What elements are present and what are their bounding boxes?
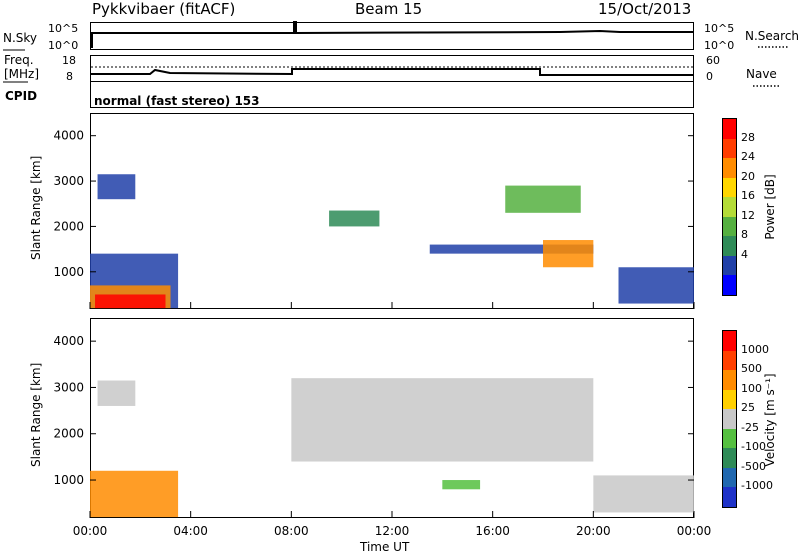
velocity-colorbar-tick-1: 500 [741, 362, 762, 376]
freq-label: Freq. [4, 53, 34, 67]
velocity-xtick-label-2: 08:00 [274, 524, 309, 538]
nsky-tick-high: 10^5 [48, 22, 79, 35]
nsearch-label: N.Search [745, 29, 800, 43]
velocity-xtick-label-5: 20:00 [576, 524, 611, 538]
freq-tick-high: 18 [62, 54, 76, 67]
power-colorbar-cell-4 [723, 197, 736, 217]
velocity-band-1 [97, 380, 136, 406]
velocity-colorbar-cell-5 [723, 389, 736, 410]
velocity-xtick-label-4: 16:00 [475, 524, 510, 538]
freq-tick-low: 8 [66, 70, 73, 83]
cpid-value: normal (fast stereo) 153 [94, 94, 260, 108]
power-colorbar-tick-5: 8 [741, 228, 748, 242]
velocity-band-2 [291, 378, 594, 462]
nsearch-tick-high: 10^5 [704, 22, 735, 35]
power-colorbar-cell-8 [723, 119, 736, 139]
nsky-label: N.Sky [3, 31, 38, 45]
velocity-colorbar-tick-2: 100 [741, 381, 762, 395]
power-band-6 [505, 185, 581, 213]
date-label: 15/Oct/2013 [598, 0, 692, 18]
power-ytick-label-2: 3000 [53, 174, 84, 188]
cpid-label: CPID [5, 89, 38, 103]
nsky-tick-low: 10^0 [48, 39, 79, 52]
freq-unit-label: [MHz] [4, 67, 40, 81]
velocity-colorbar [722, 330, 737, 508]
velocity-ylabel: Slant Range [km] [29, 362, 43, 467]
power-band-2 [95, 294, 166, 309]
velocity-colorbar-cell-7 [723, 350, 736, 371]
power-colorbar-cell-7 [723, 138, 736, 159]
velocity-xtick-label-6: 00:00 [677, 524, 712, 538]
cpid-panel [90, 82, 694, 108]
power-band-8 [618, 267, 694, 304]
power-colorbar-tick-2: 20 [741, 169, 755, 183]
velocity-ytick-label-0: 1000 [53, 473, 84, 487]
power-colorbar-cell-0 [723, 275, 736, 295]
power-colorbar-cell-3 [723, 216, 736, 237]
velocity-ytick-label-3: 4000 [53, 334, 84, 348]
power-colorbar-tick-0: 28 [741, 130, 755, 144]
velocity-band-3 [442, 480, 481, 490]
velocity-ytick-label-2: 3000 [53, 380, 84, 394]
velocity-colorbar-tick-3: 25 [741, 401, 755, 415]
power-band-5 [429, 244, 594, 254]
velocity-colorbar-cell-6 [723, 370, 736, 390]
plot-title: Pykkvibaer (fitACF) [92, 0, 236, 18]
velocity-colorbar-cell-8 [723, 331, 736, 351]
power-colorbar [722, 118, 737, 296]
power-ytick-label-1: 2000 [53, 219, 84, 233]
power-ytick-label-3: 4000 [53, 129, 84, 143]
nave-tick-low: 0 [706, 70, 713, 83]
beam-label: Beam 15 [355, 0, 423, 18]
power-colorbar-tick-6: 4 [741, 247, 748, 261]
power-colorbar-cell-6 [723, 158, 736, 178]
power-band-4 [329, 210, 380, 227]
power-colorbar-tick-4: 12 [741, 208, 755, 222]
velocity-ytick-label-1: 2000 [53, 427, 84, 441]
velocity-xtick-label-0: 00:00 [73, 524, 108, 538]
velocity-colorbar-cell-2 [723, 448, 736, 468]
power-band-7 [543, 240, 594, 268]
power-ytick-label-0: 1000 [53, 265, 84, 279]
velocity-colorbar-cell-1 [723, 467, 736, 488]
power-colorbar-cell-5 [723, 177, 736, 198]
velocity-colorbar-tick-0: 1000 [741, 342, 769, 356]
power-colorbar-cell-2 [723, 236, 736, 256]
velocity-colorbar-cell-0 [723, 487, 736, 507]
velocity-colorbar-tick-5: -100 [741, 440, 766, 454]
velocity-colorbar-tick-6: -500 [741, 459, 766, 473]
freq-panel [90, 55, 694, 82]
velocity-colorbar-tick-7: -1000 [741, 479, 773, 493]
velocity-colorbar-tick-4: -25 [741, 420, 759, 434]
power-band-3 [97, 174, 136, 200]
velocity-colorbar-label: Velocity [m s⁻¹] [763, 373, 777, 467]
power-colorbar-tick-3: 16 [741, 189, 755, 203]
nave-tick-high: 60 [706, 54, 720, 67]
power-colorbar-cell-1 [723, 255, 736, 276]
nave-label: Nave [746, 67, 777, 81]
velocity-xtick-label-3: 12:00 [375, 524, 410, 538]
velocity-colorbar-cell-4 [723, 409, 736, 429]
power-colorbar-tick-1: 24 [741, 150, 755, 164]
velocity-band-4 [593, 475, 694, 513]
time-xlabel: Time UT [360, 540, 410, 554]
nsearch-tick-low: 10^0 [704, 39, 735, 52]
velocity-band-0 [90, 470, 179, 518]
velocity-colorbar-cell-3 [723, 428, 736, 449]
velocity-xtick-label-1: 04:00 [173, 524, 208, 538]
